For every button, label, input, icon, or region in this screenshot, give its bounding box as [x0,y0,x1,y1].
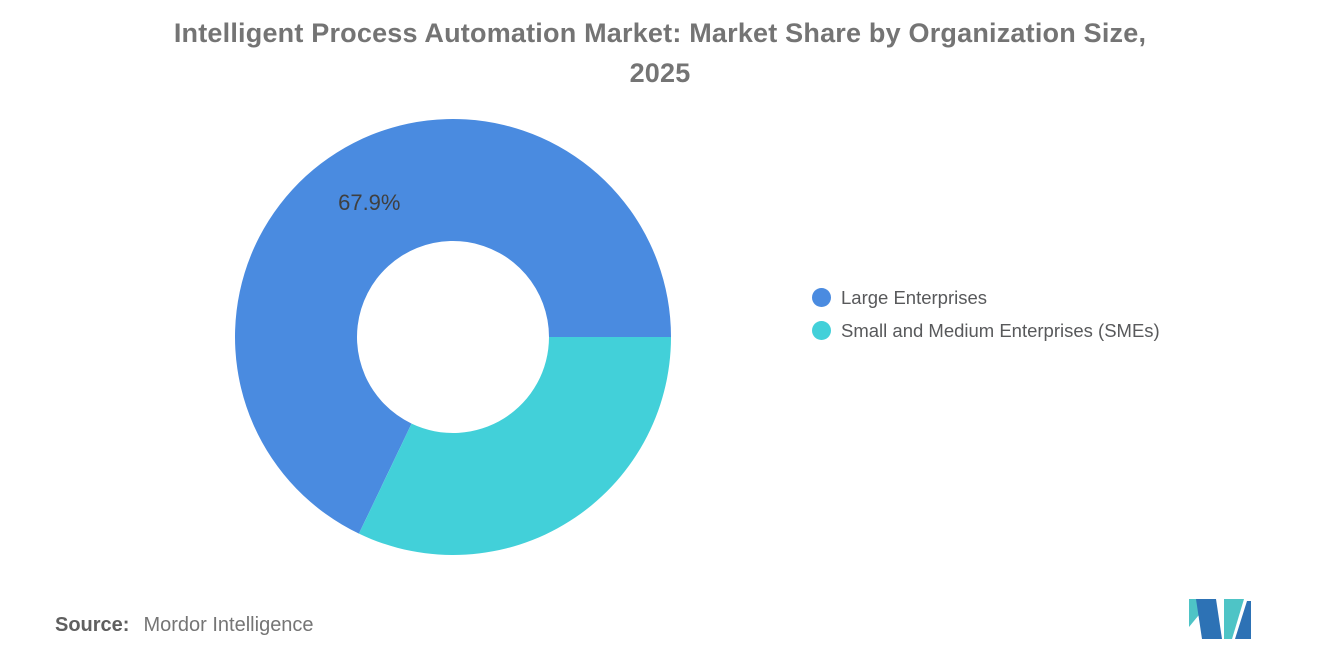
slice-small-and-medium-enterprises-smes-[interactable] [358,337,671,555]
legend-item-smes[interactable]: Small and Medium Enterprises (SMEs) [812,314,1160,347]
legend-swatch-smes [812,321,831,340]
source-text: Mordor Intelligence [143,614,314,636]
logo-blue-band [1196,599,1222,639]
chart-title: Intelligent Process Automation Market: M… [173,18,1147,88]
logo-blue-shapes [1196,599,1251,639]
mordor-intelligence-logo [1189,599,1251,639]
legend-label-smes: Small and Medium Enterprises (SMEs) [841,319,1160,341]
legend: Large Enterprises Small and Medium Enter… [812,281,1160,347]
source-label: Source: [55,614,130,636]
logo-teal-band [1224,599,1244,639]
source-line: Source: Mordor Intelligence [55,614,314,637]
legend-item-large-enterprises[interactable]: Large Enterprises [812,281,1160,314]
donut-chart: 67.9% [235,119,671,555]
legend-swatch-large-enterprises [812,288,831,307]
legend-label-large-enterprises: Large Enterprises [841,286,988,308]
logo-blue-triangle [1235,601,1251,639]
donut-chart-svg: 67.9% [235,119,671,555]
slice-large-enterprises[interactable] [235,119,671,534]
slice-data-label: 67.9% [338,190,400,215]
